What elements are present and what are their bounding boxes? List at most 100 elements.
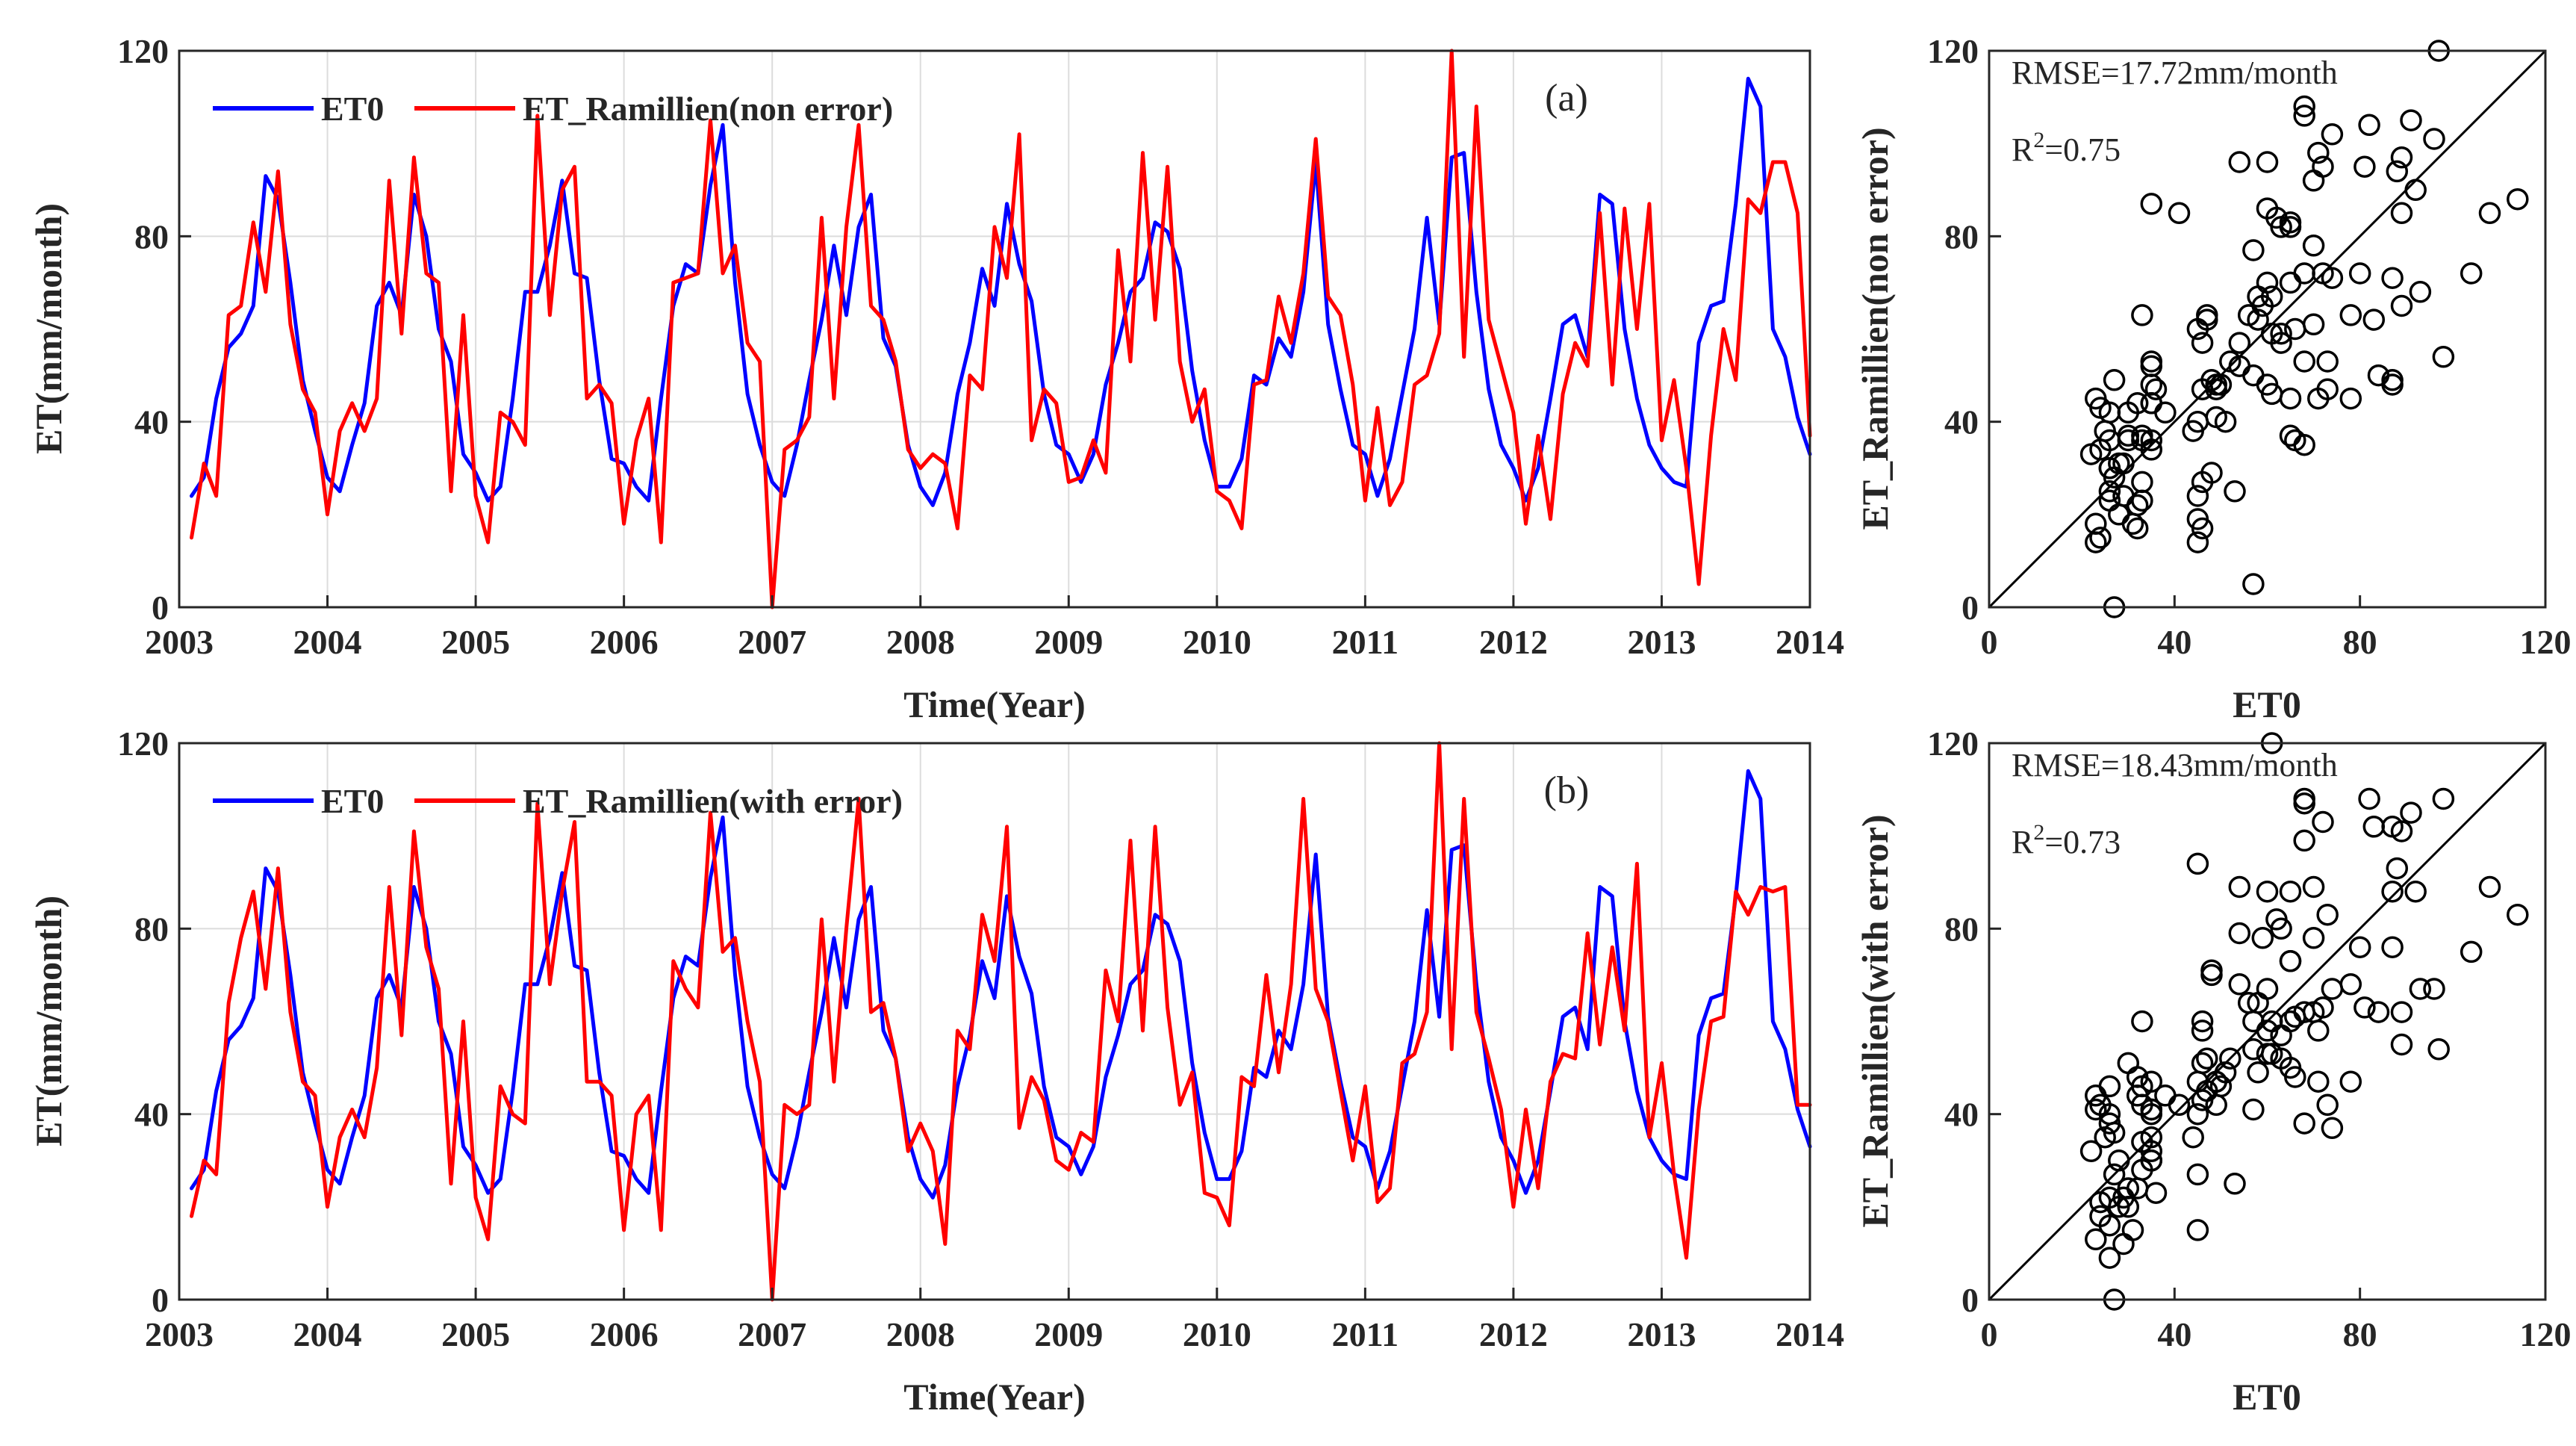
scatter-point (2168, 202, 2191, 225)
scatter-point (2186, 317, 2209, 341)
scatter-point (2186, 1219, 2209, 1241)
legend-label-et0: ET0 (321, 90, 384, 128)
x-tick-label: 2004 (293, 1315, 362, 1353)
plot-frame (178, 49, 1811, 609)
y-tick-label: 40 (134, 1096, 169, 1134)
scatter-point (2279, 880, 2302, 903)
x-tick-label: 2006 (590, 1315, 659, 1353)
scatter-point (2191, 471, 2214, 494)
scatter-point (2427, 1038, 2450, 1061)
y-tick-label: 120 (117, 724, 169, 763)
scatter-point (2098, 457, 2121, 480)
scatter-point (2293, 829, 2315, 852)
y-tick-label: 40 (134, 403, 169, 441)
scatter-point (2381, 267, 2404, 289)
time-series-panel-a: 2003 2004 2005 2006 2007 2008 2009 2010 2011 2012… (28, 32, 1844, 725)
scatter-point (2242, 239, 2265, 261)
x-tick-label: 40 (2157, 623, 2191, 661)
scatter-point (2381, 880, 2404, 903)
scatter-point (2089, 1191, 2112, 1214)
time-series-panel-b: 2003 2004 2005 2006 2007 2008 2009 2010 2011 2012… (28, 724, 1844, 1418)
scatter-point (2144, 1182, 2168, 1204)
x-axis-label: ET0 (2233, 1376, 2301, 1418)
scatter-point (2400, 109, 2422, 131)
scatter-point (2191, 1020, 2214, 1042)
scatter-point (2140, 350, 2163, 373)
scatter-point (2131, 304, 2153, 326)
y-axis-label: ET(mm/month) (28, 203, 69, 454)
scatter-point (2131, 489, 2153, 512)
scatter-point (2200, 959, 2223, 981)
x-tick-label: 40 (2157, 1315, 2191, 1353)
scatter-point (2098, 480, 2121, 503)
y-tick-label: 40 (1944, 1096, 1979, 1134)
y-tick-label: 80 (1944, 217, 1979, 255)
scatter-point (2085, 1228, 2107, 1251)
scatter-point (2117, 1052, 2140, 1075)
scatter-point (2242, 1098, 2265, 1121)
scatter-point (2242, 364, 2265, 387)
scatter-point (2140, 1149, 2163, 1172)
scatter-point (2079, 1140, 2103, 1163)
x-tick-label: 2008 (886, 623, 955, 661)
series-line-ramillien (190, 49, 1812, 609)
scatter-point (2154, 401, 2177, 424)
scatter-point (2098, 1247, 2121, 1269)
scatter-point (2112, 1232, 2135, 1256)
scatter-point (2321, 123, 2344, 146)
scatter-point (2108, 503, 2130, 526)
scatter-point (2386, 857, 2409, 880)
scatter-point (2507, 903, 2529, 926)
plot-frame (178, 742, 1811, 1301)
x-tick-label: 2009 (1034, 623, 1103, 661)
r2-label: R2=0.75 (2012, 128, 2121, 168)
scatter-point (2079, 443, 2103, 465)
scatter-point (2182, 1126, 2204, 1149)
scatter-point (2409, 978, 2432, 1000)
scatter-point (2293, 792, 2315, 815)
x-axis-label: ET0 (2233, 683, 2301, 725)
scatter-point (2367, 1001, 2390, 1023)
scatter-point (2270, 216, 2292, 238)
legend-label-ramillien: ET_Ramillien(with error) (523, 782, 903, 820)
x-tick-label: 2013 (1627, 1315, 1696, 1353)
scatter-point (2256, 978, 2279, 1000)
scatter-point (2098, 1075, 2121, 1098)
x-tick-label: 2007 (738, 623, 806, 661)
scatter-point (2302, 235, 2325, 257)
y-tick-label: 40 (1944, 403, 1979, 441)
scatter-point (2098, 1214, 2121, 1237)
scatter-point (2228, 875, 2251, 899)
scatter-point (2423, 978, 2445, 1000)
scatter-point (2312, 155, 2334, 178)
scatter-point (2307, 141, 2330, 164)
scatter-point (2186, 1070, 2209, 1093)
scatter-point (2279, 387, 2302, 410)
scatter-point (2140, 193, 2163, 215)
y-axis-label: ET(mm/month) (28, 896, 69, 1146)
scatter-point (2302, 170, 2325, 192)
scatter-point (2316, 1093, 2339, 1117)
scatter-point (2362, 308, 2386, 331)
scatter-point (2242, 1010, 2265, 1033)
scatter-point (2196, 304, 2218, 326)
x-tick-label: 2005 (441, 623, 510, 661)
scatter-point (2507, 187, 2529, 211)
scatter-point (2279, 424, 2302, 447)
scatter-point (2293, 350, 2315, 373)
scatter-point (2390, 1001, 2413, 1023)
scatter-point (2316, 903, 2339, 926)
legend-label-ramillien: ET_Ramillien(non error) (523, 90, 893, 128)
scatter-point (2228, 922, 2251, 945)
scatter-point (2140, 1126, 2163, 1149)
scatter-point (2312, 810, 2334, 834)
x-tick-label: 2014 (1776, 1315, 1844, 1353)
scatter-point (2247, 285, 2269, 308)
y-tick-label: 0 (152, 589, 169, 627)
y-tick-label: 80 (1944, 910, 1979, 948)
scatter-point (2348, 262, 2371, 285)
scatter-point (2186, 485, 2209, 507)
scatter-point (2085, 1098, 2107, 1121)
rmse-label: RMSE=18.43mm/month (2012, 747, 2338, 783)
